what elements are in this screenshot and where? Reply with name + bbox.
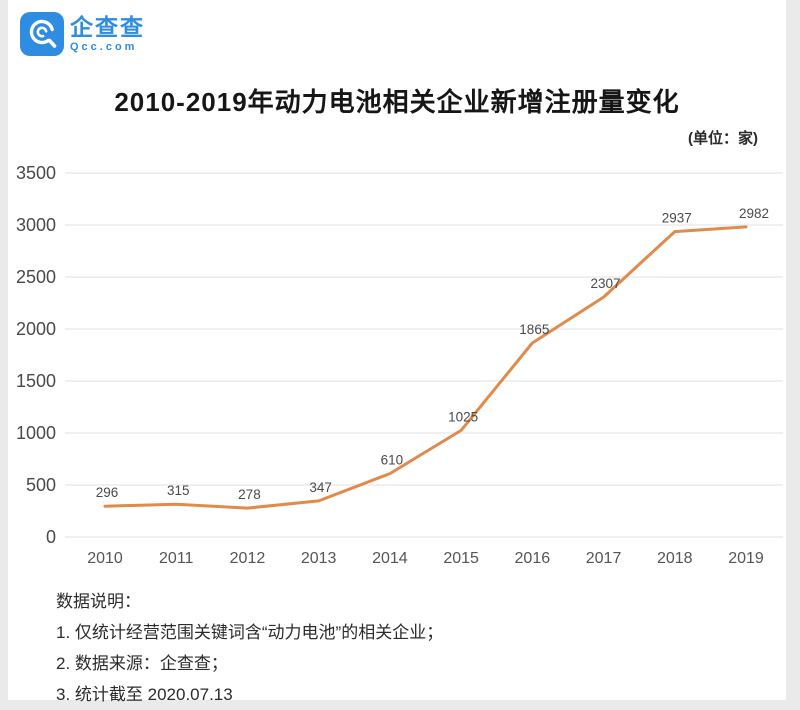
series-line: [103, 225, 748, 510]
x-tick-label: 2015: [443, 550, 479, 567]
chart-title: 2010-2019年动力电池相关企业新增注册量变化: [114, 87, 680, 117]
point-label: 1865: [519, 322, 549, 337]
x-tick-label: 2013: [301, 550, 337, 567]
x-tick-label: 2016: [515, 550, 551, 567]
chart-area: 0 500 1000 1500 2000 2500 3000 3500 2010 2011 2012…: [8, 160, 786, 580]
note-line: 1. 仅统计经营范围关键词含“动力电池”的相关企业；: [56, 623, 444, 642]
brand-domain: Qcc.com: [70, 41, 138, 53]
point-label: 2307: [591, 276, 621, 291]
notes-heading: 数据说明：: [56, 592, 141, 611]
qcc-logo: 企查查 Qcc.com: [20, 12, 145, 56]
point-label: 315: [167, 483, 190, 498]
line-chart: 0 500 1000 1500 2000 2500 3000 3500 2010 2011 2012…: [16, 163, 783, 567]
note-line: 3. 统计截至 2020.07.13: [56, 685, 233, 704]
point-label: 1025: [448, 409, 478, 424]
y-tick-label: 500: [26, 475, 56, 495]
x-tick-label: 2018: [657, 550, 693, 567]
qcc-logo-icon: [20, 12, 64, 56]
y-tick-label: 2500: [16, 267, 56, 287]
x-tick-label: 2010: [87, 550, 123, 567]
x-tick-label: 2017: [586, 550, 622, 567]
y-tick-label: 0: [46, 527, 56, 547]
x-tick-label: 2012: [230, 550, 266, 567]
brand-name: 企查查: [70, 14, 145, 40]
unit-label: (单位：家): [688, 130, 758, 147]
qcc-logo-text: 企查查 Qcc.com: [70, 12, 145, 53]
y-tick-label: 3500: [16, 163, 56, 183]
point-label: 2982: [739, 206, 769, 221]
content-card: 企查查 Qcc.com 2010-2019年动力电池相关企业新增注册量变化 (单…: [8, 0, 786, 704]
y-tick-label: 2000: [16, 319, 56, 339]
data-notes: 数据说明： 1. 仅统计经营范围关键词含“动力电池”的相关企业； 2. 数据来源…: [56, 586, 443, 710]
point-label: 610: [381, 453, 404, 468]
magnifier-spiral-icon: [20, 12, 64, 56]
x-tick-label: 2014: [372, 550, 408, 567]
y-tick-label: 1000: [16, 423, 56, 443]
point-label: 2937: [662, 211, 692, 226]
point-label: 278: [238, 487, 261, 502]
x-tick-label: 2011: [159, 550, 194, 567]
note-line: 2. 数据来源：企查查；: [56, 654, 228, 673]
x-tick-label: 2019: [728, 550, 764, 567]
y-tick-label: 3000: [16, 215, 56, 235]
y-tick-label: 1500: [16, 371, 56, 391]
point-label: 347: [309, 480, 332, 495]
point-label: 296: [96, 485, 119, 500]
